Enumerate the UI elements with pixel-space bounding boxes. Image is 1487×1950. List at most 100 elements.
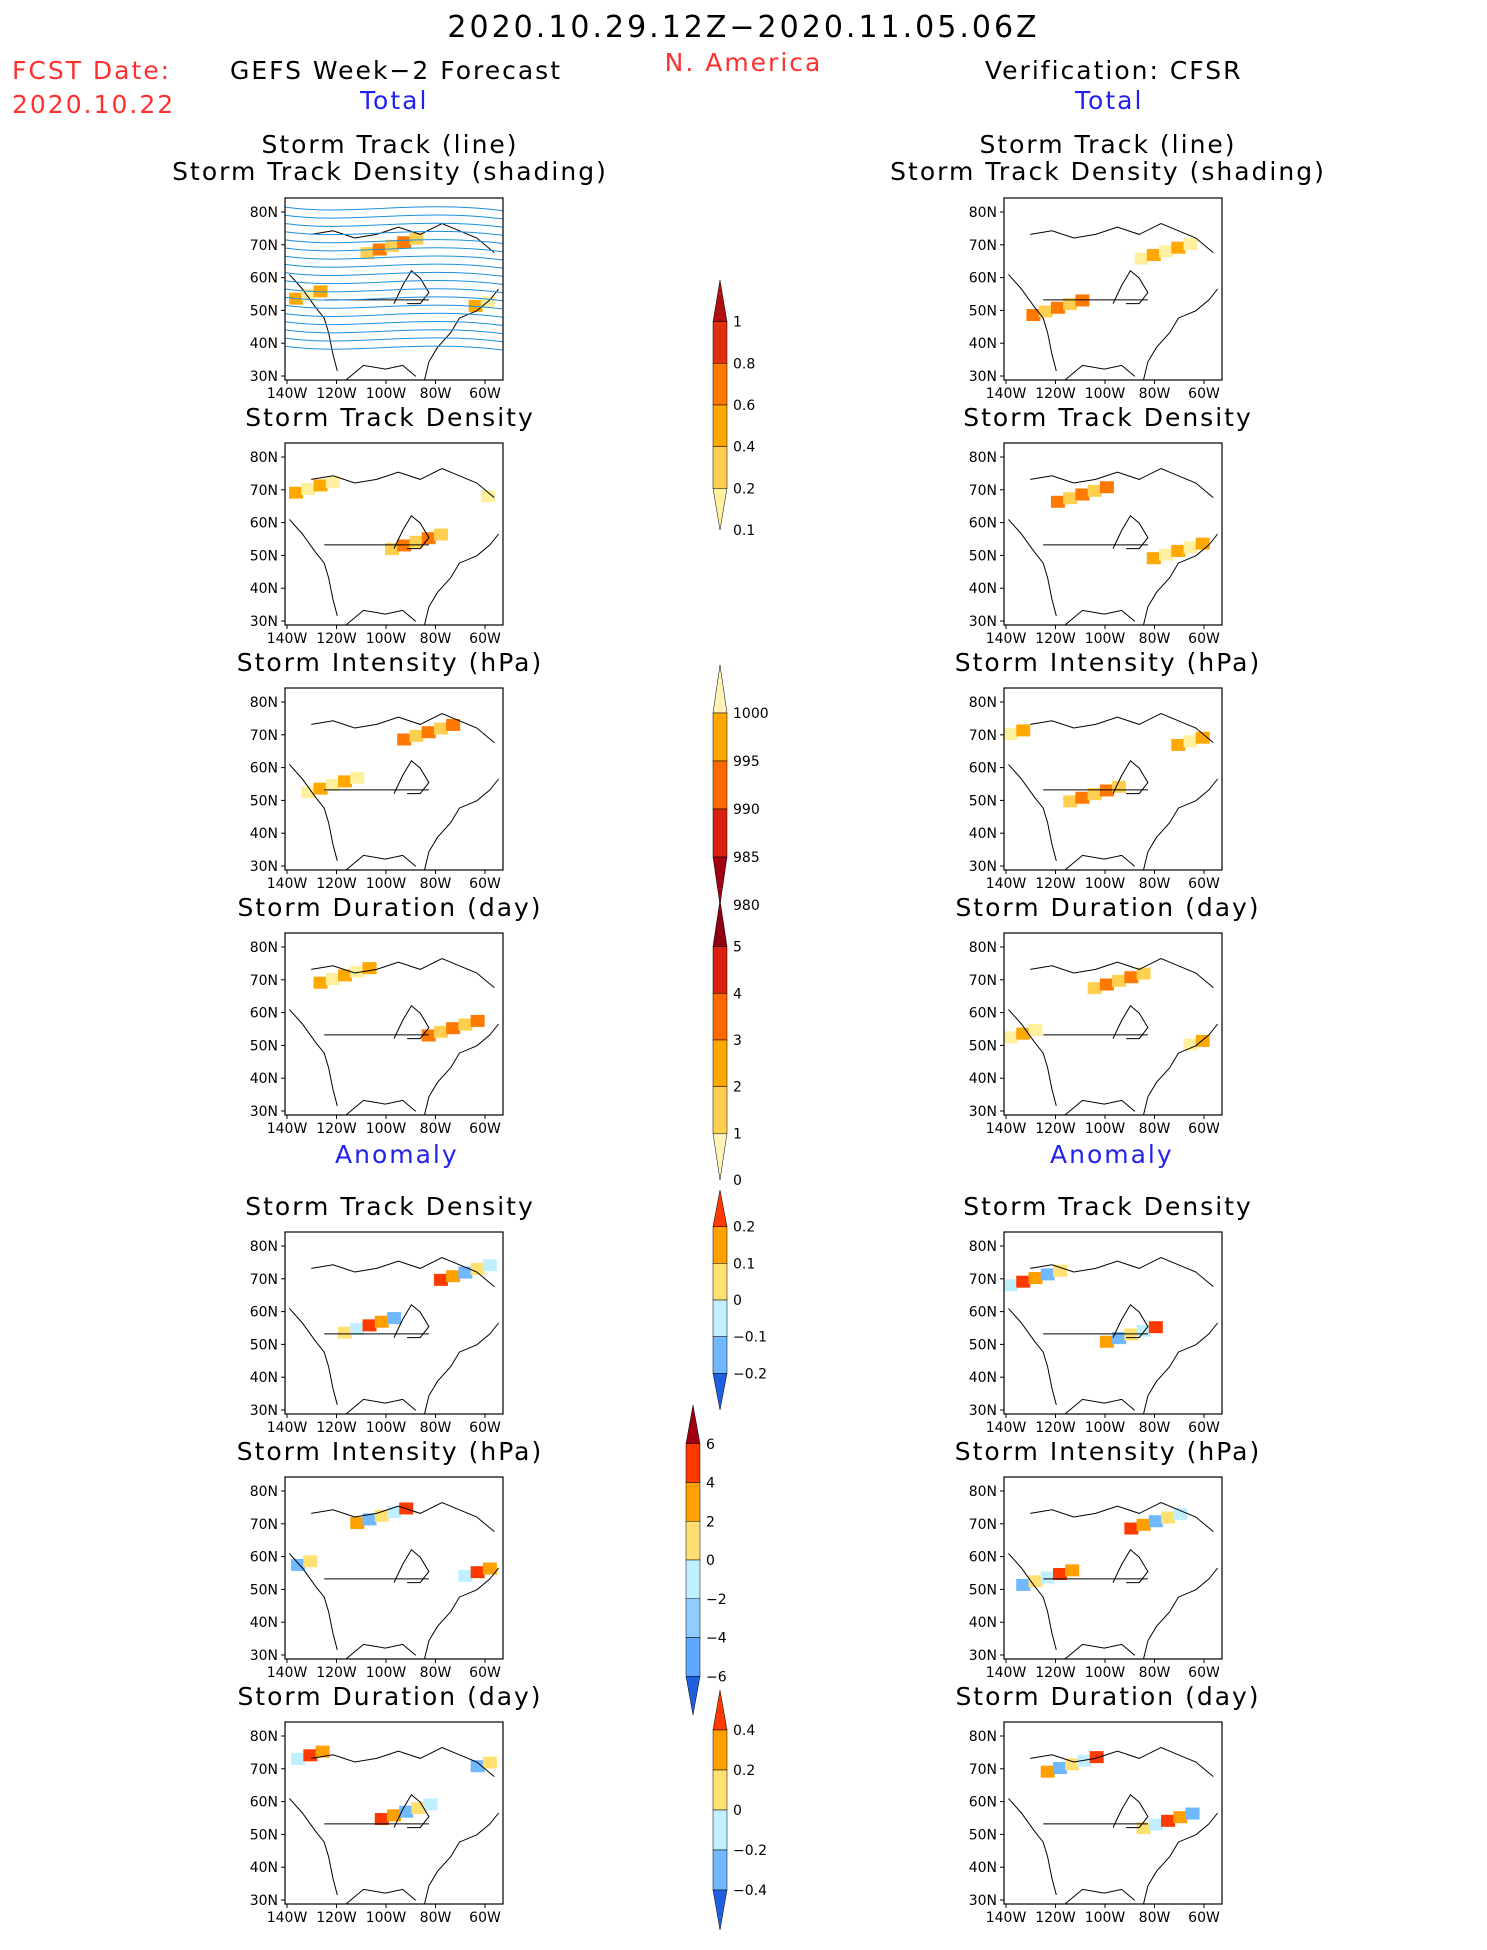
shading-cell (1148, 1321, 1163, 1334)
lat-tick-label: 40N (250, 1071, 278, 1087)
lon-tick-label: 60W (1188, 1121, 1220, 1137)
shading-cell (1173, 1507, 1188, 1520)
shading-cell (384, 239, 399, 252)
lat-tick-label: 80N (250, 205, 278, 221)
lon-tick-label: 100W (1085, 1121, 1126, 1137)
shading-cell (1099, 1335, 1114, 1348)
colorbar-label: 5 (733, 940, 742, 956)
lat-tick-label: 60N (250, 271, 278, 287)
shading-cell (313, 479, 328, 492)
shading-cell (1112, 1332, 1127, 1345)
shading-cell (1099, 978, 1114, 991)
lon-tick-label: 80W (420, 1420, 452, 1436)
colorbar-segment (712, 1263, 728, 1301)
shading-cell (409, 232, 424, 245)
lat-tick-label: 60N (969, 1305, 997, 1321)
lon-tick-label: 100W (1085, 1910, 1126, 1926)
colorbar-segment (712, 1133, 728, 1181)
forecast-total-label: Total (360, 86, 429, 115)
lon-tick-label: 120W (1035, 631, 1076, 647)
lat-tick-label: 80N (250, 1484, 278, 1500)
coastline (1008, 957, 1218, 1116)
shading-cell (1146, 552, 1161, 565)
lon-tick-label: 80W (1139, 1420, 1171, 1436)
colorbar-segment (712, 946, 728, 994)
lon-tick-label: 100W (1085, 631, 1126, 647)
shading-cell (362, 1513, 377, 1526)
colorbar-label: 0.2 (733, 481, 755, 497)
colorbar-label: 0 (706, 1553, 715, 1569)
shading-cell (313, 782, 328, 795)
lat-tick-label: 50N (250, 793, 278, 809)
map-frame (284, 442, 504, 626)
shading-cell (1148, 1515, 1163, 1528)
lat-tick-label: 80N (250, 940, 278, 956)
lat-tick-label: 50N (969, 1582, 997, 1598)
lon-tick-label: 60W (1188, 1910, 1220, 1926)
storm-track-line (284, 271, 504, 277)
coastline (1008, 1256, 1218, 1415)
lon-tick-label: 100W (1085, 1420, 1126, 1436)
lon-tick-label: 80W (420, 1121, 452, 1137)
shading-cell (1052, 1264, 1067, 1277)
lat-tick-label: 40N (250, 1860, 278, 1876)
lat-tick-label: 60N (250, 761, 278, 777)
lon-tick-label: 80W (1139, 876, 1171, 892)
colorbar-segment (712, 1189, 728, 1227)
lat-tick-label: 30N (250, 1104, 278, 1120)
colorbar-label: 985 (733, 850, 760, 866)
shading-cell (433, 722, 448, 735)
lat-tick-label: 80N (969, 205, 997, 221)
lon-tick-label: 100W (366, 631, 407, 647)
shading-cell (1087, 788, 1102, 801)
shading-cell (325, 779, 340, 791)
colorbar-label: 6 (706, 1437, 715, 1453)
shading-cell (421, 1029, 436, 1042)
coastline (289, 712, 499, 871)
lon-tick-label: 60W (469, 386, 501, 402)
shading-cell (1052, 1762, 1067, 1775)
map-frame (284, 1721, 504, 1905)
shading-cell (446, 718, 461, 731)
lon-tick-label: 120W (316, 386, 357, 402)
shading-cell (325, 973, 340, 986)
lat-tick-label: 70N (250, 1762, 278, 1778)
verification-heading: Verification: CFSR (985, 56, 1243, 85)
shading-cell (1195, 1034, 1210, 1047)
coastline (289, 1501, 499, 1660)
shading-cell (350, 1323, 365, 1335)
shading-cell (421, 726, 436, 739)
right-panel-1-title2: Storm Track Density (shading) (890, 157, 1326, 186)
lon-tick-label: 140W (267, 1420, 308, 1436)
shading-cell (1087, 484, 1102, 497)
colorbar-label: −6 (706, 1669, 727, 1685)
colorbar-segment (712, 1809, 728, 1851)
lat-tick-label: 40N (969, 336, 997, 352)
lon-tick-label: 80W (420, 631, 452, 647)
shading-cell (1171, 241, 1186, 254)
shading-cell (1099, 784, 1114, 797)
right-panel-6-title: Storm Intensity (hPa) (954, 1437, 1262, 1466)
right-panel-1-title: Storm Track (line) (979, 130, 1237, 159)
storm-track-line (284, 206, 504, 212)
lon-tick-label: 140W (986, 1420, 1027, 1436)
lon-tick-label: 60W (1188, 876, 1220, 892)
lon-tick-label: 140W (986, 631, 1027, 647)
colorbar-segment (712, 1769, 728, 1811)
shading-cell (1124, 971, 1139, 984)
lon-tick-label: 80W (1139, 1121, 1171, 1137)
lon-tick-label: 120W (316, 1665, 357, 1681)
verification-total-label: Total (1075, 86, 1144, 115)
lon-tick-label: 120W (316, 1121, 357, 1137)
colorbar-label: −2 (706, 1592, 727, 1608)
colorbar-segment (712, 664, 728, 714)
shading-cell (1171, 738, 1186, 751)
shading-cell (1195, 537, 1210, 550)
fcst-date-value: 2020.10.22 (12, 90, 176, 119)
shading-cell (374, 1813, 389, 1825)
storm-track-line (284, 247, 504, 253)
lon-tick-label: 60W (1188, 1420, 1220, 1436)
lat-tick-label: 80N (250, 450, 278, 466)
